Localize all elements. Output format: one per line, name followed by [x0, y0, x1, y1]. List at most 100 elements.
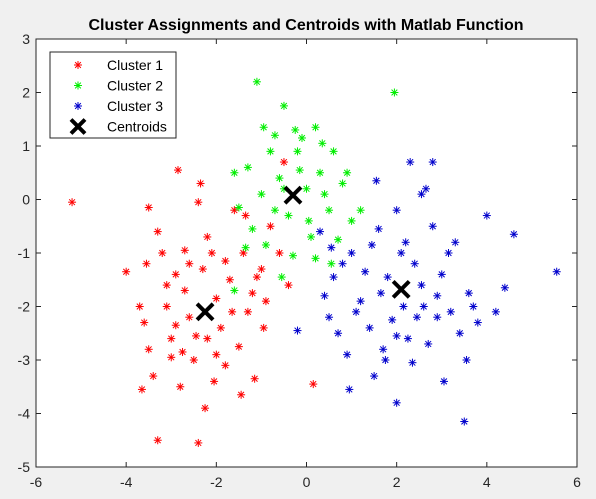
data-point — [392, 398, 401, 407]
data-point — [325, 206, 334, 215]
data-point — [259, 323, 268, 332]
points-layer — [68, 77, 561, 447]
data-point — [455, 329, 464, 338]
legend-label: Cluster 2 — [107, 78, 163, 94]
data-point — [194, 198, 203, 207]
data-point — [266, 147, 275, 156]
legend: Cluster 1 Cluster 2 Cluster 3 Centroids — [49, 51, 177, 139]
data-point — [198, 265, 207, 274]
data-point — [403, 334, 412, 343]
data-point — [162, 281, 171, 290]
data-point — [180, 286, 189, 295]
data-point — [228, 307, 237, 316]
data-point — [243, 307, 252, 316]
data-point — [212, 350, 221, 359]
data-point — [259, 123, 268, 132]
data-point — [144, 345, 153, 354]
data-point — [417, 281, 426, 290]
data-point — [180, 246, 189, 255]
legend-marker — [74, 102, 82, 110]
data-point — [144, 203, 153, 212]
data-point — [327, 243, 336, 252]
y-tick-label: -5 — [18, 459, 31, 475]
data-point — [135, 302, 144, 311]
data-point — [304, 216, 313, 225]
data-point — [162, 302, 171, 311]
data-point — [189, 356, 198, 364]
data-point — [237, 390, 246, 399]
x-tick-label: 6 — [573, 474, 581, 490]
data-point — [153, 227, 162, 236]
data-point — [122, 267, 131, 276]
data-point — [343, 168, 352, 177]
data-point — [178, 347, 187, 356]
data-point — [509, 230, 518, 239]
legend-marker — [69, 118, 87, 135]
data-point — [352, 307, 361, 316]
data-point — [167, 334, 176, 343]
data-point — [421, 184, 430, 193]
data-point — [367, 240, 376, 249]
data-point — [230, 206, 239, 215]
data-point — [327, 259, 336, 268]
data-point — [311, 254, 320, 263]
data-point — [338, 179, 347, 188]
data-point — [270, 206, 279, 215]
data-point — [365, 323, 374, 332]
data-point — [248, 224, 257, 233]
data-point — [428, 158, 437, 167]
data-point — [433, 313, 442, 322]
data-point — [491, 307, 500, 316]
data-point — [347, 249, 356, 257]
x-tick-label: 4 — [483, 474, 491, 490]
data-point — [392, 331, 401, 340]
data-point — [412, 313, 421, 322]
data-point — [343, 350, 352, 359]
data-point — [68, 198, 77, 207]
data-point — [356, 206, 365, 215]
data-point — [225, 275, 234, 284]
data-point — [192, 331, 201, 340]
data-point — [397, 249, 406, 257]
data-point — [230, 286, 239, 295]
data-point — [210, 377, 219, 386]
y-tick-label: -1 — [18, 245, 31, 261]
data-point — [288, 251, 297, 260]
x-tick-label: 0 — [303, 474, 311, 490]
data-point — [248, 289, 257, 298]
data-point — [216, 323, 225, 332]
data-point — [234, 342, 243, 351]
legend-marker — [74, 81, 82, 90]
data-point — [275, 174, 284, 183]
data-point — [284, 211, 293, 220]
data-point — [234, 203, 243, 212]
data-point — [451, 238, 460, 247]
data-point — [270, 131, 279, 140]
data-point — [291, 125, 300, 134]
x-tick-label: 2 — [393, 474, 401, 490]
data-point — [221, 257, 230, 266]
data-point — [372, 176, 381, 185]
data-point — [419, 302, 428, 311]
data-point — [381, 356, 390, 364]
data-point — [250, 374, 259, 383]
data-point — [390, 88, 399, 97]
data-point — [171, 321, 180, 330]
data-point — [318, 139, 327, 148]
data-point — [311, 123, 320, 132]
data-point — [196, 179, 205, 188]
legend-box — [49, 51, 177, 139]
centroid-marker — [195, 302, 215, 322]
data-point — [399, 302, 408, 311]
data-point — [171, 270, 180, 279]
legend-label: Cluster 1 — [107, 57, 163, 73]
y-tick-label: -2 — [18, 299, 31, 315]
y-tick-label: 2 — [22, 85, 30, 101]
data-point — [440, 377, 449, 386]
data-point — [433, 291, 442, 300]
data-point — [293, 147, 302, 156]
data-point — [203, 334, 212, 343]
data-point — [279, 101, 288, 110]
data-point — [185, 259, 194, 268]
